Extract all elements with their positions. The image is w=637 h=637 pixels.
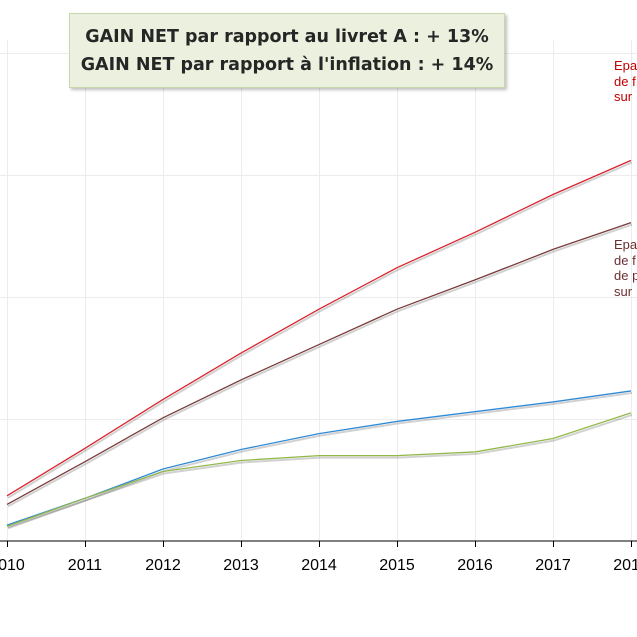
annotation-red: Epa de f sur <box>614 58 637 104</box>
x-tick-label: 2016 <box>457 557 493 574</box>
x-tick-label: 2012 <box>145 557 181 574</box>
series-shadow <box>7 413 633 530</box>
x-ticks: 2010 2011 2012 2013 2014 2015 2016 2017 2018 <box>0 541 637 574</box>
annotation-brown: Epa de f de p sur <box>614 237 637 299</box>
x-tick-label: 2014 <box>301 557 337 574</box>
x-tick-label: 2011 <box>68 557 103 574</box>
banner-line-2: GAIN NET par rapport à l'inflation : + 1… <box>80 55 494 75</box>
x-tick-label: 2013 <box>223 557 259 574</box>
series-lines <box>6 159 633 530</box>
x-tick-label: 2015 <box>379 557 415 574</box>
banner-line-1: GAIN NET par rapport au livret A : + 13% <box>85 27 489 47</box>
x-tick-label: 2017 <box>535 557 571 574</box>
gain-banner: GAIN NET par rapport au livret A : + 13%… <box>69 13 505 88</box>
series-shadow <box>7 223 633 508</box>
gridlines <box>0 40 637 541</box>
series-shadow <box>7 161 633 499</box>
x-tick-label: 2010 <box>0 557 25 574</box>
series-shadow <box>7 391 633 529</box>
x-tick-label: 2018 <box>613 557 637 574</box>
